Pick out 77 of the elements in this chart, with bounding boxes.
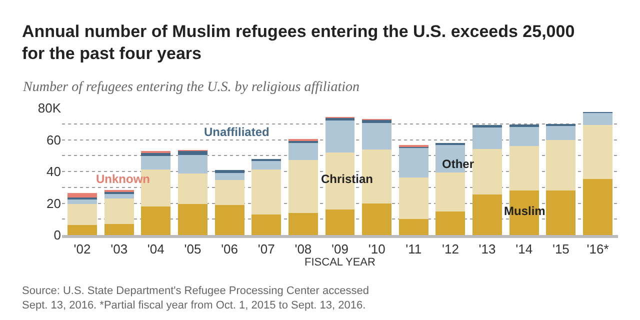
- x-tick-label: '06: [221, 242, 238, 257]
- bar: [288, 212, 318, 235]
- bar: [362, 122, 392, 150]
- bar: [546, 190, 576, 235]
- bar: [472, 127, 502, 149]
- x-tick-label: '04: [147, 242, 164, 257]
- y-tick-label: 60: [46, 132, 61, 148]
- bar: [398, 218, 428, 235]
- bar: [472, 194, 502, 235]
- bar: [214, 180, 244, 205]
- x-tick-label: '16*: [586, 242, 609, 257]
- bar: [288, 143, 318, 160]
- bar: [362, 204, 392, 235]
- x-axis-title: FISCAL YEAR: [304, 256, 376, 269]
- bar: [252, 169, 282, 214]
- bar: [583, 125, 612, 180]
- bar: [252, 161, 282, 170]
- bar: [252, 214, 282, 235]
- bar: [68, 193, 97, 198]
- bar: [325, 118, 355, 121]
- bar: [178, 150, 208, 155]
- bar: [68, 204, 97, 226]
- bar: [178, 204, 208, 235]
- bar: [68, 200, 97, 204]
- bar: [398, 148, 428, 178]
- bar: [288, 160, 318, 213]
- bar: [68, 197, 97, 200]
- bar: [398, 177, 428, 219]
- bar: [214, 170, 244, 173]
- bar: [104, 224, 134, 235]
- bar: [141, 156, 171, 170]
- x-tick-label: '14: [516, 242, 533, 257]
- chart-subtitle: Number of refugees entering the U.S. by religious affiliation: [22, 80, 360, 95]
- x-tick-label: '03: [110, 242, 128, 257]
- x-tick-label: '02: [74, 242, 91, 257]
- source-note: Source: U.S. State Department's Refugee Processing Center accessed Sept. 13, 2016. *Partial fiscal year from Oct. 1, 2015 to Sept. 13, 2016.: [22, 285, 369, 312]
- bar: [252, 158, 282, 162]
- bar: [104, 194, 134, 198]
- bar: [104, 198, 134, 224]
- series-label: Unaffiliated: [204, 125, 270, 139]
- bar: [178, 174, 208, 204]
- y-tick-label: 20: [46, 196, 61, 211]
- bar: [509, 146, 539, 191]
- x-tick-label: '15: [552, 242, 570, 257]
- bar: [214, 172, 244, 180]
- x-tick-label: '13: [478, 242, 496, 257]
- bar: [509, 127, 539, 146]
- x-tick-label: '05: [184, 242, 202, 257]
- bar: [178, 154, 208, 174]
- bar: [362, 120, 392, 123]
- bar: [214, 204, 244, 235]
- bar: [325, 209, 355, 235]
- bar: [436, 172, 466, 212]
- chart-title: Annual number of Muslim refugees entering the U.S. exceeds 25,000 for the past four years: [22, 22, 575, 64]
- y-tick-label: 0: [54, 228, 61, 243]
- x-tick-label: '10: [368, 242, 386, 257]
- x-tick-label: '08: [294, 242, 312, 257]
- bar: [141, 152, 171, 156]
- bar: [472, 148, 502, 195]
- bar: [509, 124, 539, 128]
- bar: [104, 192, 134, 194]
- bar: [583, 112, 612, 126]
- x-tick-label: '12: [442, 242, 459, 257]
- y-tick-label: 80K: [38, 100, 62, 116]
- bar: [325, 120, 355, 152]
- bar: [68, 225, 97, 235]
- bar: [546, 140, 576, 191]
- bar: [141, 206, 171, 235]
- series-label: Christian: [321, 172, 374, 186]
- bar: [583, 179, 612, 235]
- series-label: Other: [442, 157, 474, 171]
- bar: [436, 212, 466, 235]
- x-tick-label: '09: [332, 242, 348, 257]
- x-tick-label: '11: [406, 242, 422, 257]
- bar: [546, 125, 576, 140]
- x-tick-label: '07: [258, 242, 275, 257]
- y-tick-label: 40: [46, 164, 61, 180]
